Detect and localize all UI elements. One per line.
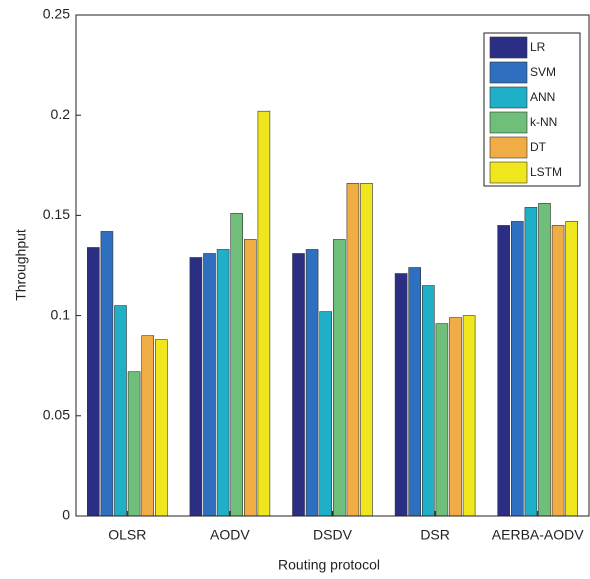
bar: [87, 247, 100, 517]
bar: [421, 285, 435, 517]
legend-label: LR: [530, 40, 546, 54]
bar: [244, 239, 257, 517]
legend-label: ANN: [530, 90, 555, 104]
bar: [538, 203, 551, 517]
legend-swatch: [489, 36, 528, 59]
y-tick-label: 0: [62, 507, 70, 523]
bar: [305, 249, 319, 517]
legend-swatch: [489, 111, 528, 134]
bar: [189, 257, 203, 517]
bar: [127, 371, 141, 517]
bar: [497, 225, 511, 517]
legend-box: [483, 32, 581, 187]
legend-swatch: [489, 161, 528, 184]
x-tick-label: AERBA-AODV: [492, 527, 584, 543]
y-tick-label: 0.25: [43, 6, 70, 22]
bar: [203, 253, 216, 517]
bar: [435, 323, 449, 517]
bar: [216, 249, 230, 517]
x-axis-label: Routing protocol: [278, 557, 380, 573]
bar: [257, 110, 271, 517]
bar: [114, 305, 127, 517]
bar: [565, 221, 579, 517]
y-axis-label: Throughput: [13, 229, 29, 301]
bar: [360, 183, 373, 517]
bar: [141, 335, 154, 517]
bar: [346, 183, 360, 517]
bar: [449, 317, 462, 517]
legend-label: k-NN: [530, 115, 557, 129]
x-tick-label: OLSR: [108, 527, 146, 543]
x-tick-label: AODV: [210, 527, 250, 543]
x-tick-label: DSDV: [313, 527, 353, 543]
y-tick-label: 0.2: [51, 106, 71, 122]
legend-label: DT: [530, 140, 547, 154]
y-tick-label: 0.05: [43, 407, 70, 423]
bar: [524, 207, 538, 517]
bar: [408, 267, 422, 517]
bar: [462, 315, 476, 517]
legend: LR SVM ANN k-NN DT LSTM: [483, 32, 581, 187]
y-tick-label: 0.1: [51, 306, 71, 322]
bar: [319, 311, 333, 517]
x-tick-label: DSR: [420, 527, 450, 543]
bar: [394, 273, 408, 517]
bar: [551, 225, 565, 517]
plot-frame: [75, 14, 590, 517]
legend-swatch: [489, 61, 528, 84]
y-tick-label: 0.15: [43, 206, 70, 222]
legend-swatch: [489, 86, 528, 109]
bar: [230, 213, 243, 517]
bar: [332, 239, 346, 517]
bar: [292, 253, 305, 517]
legend-label: LSTM: [530, 165, 562, 179]
bar: [510, 221, 524, 517]
bar: [100, 231, 114, 517]
legend-label: SVM: [530, 65, 556, 79]
bar: [155, 339, 168, 517]
legend-swatch: [489, 136, 528, 159]
